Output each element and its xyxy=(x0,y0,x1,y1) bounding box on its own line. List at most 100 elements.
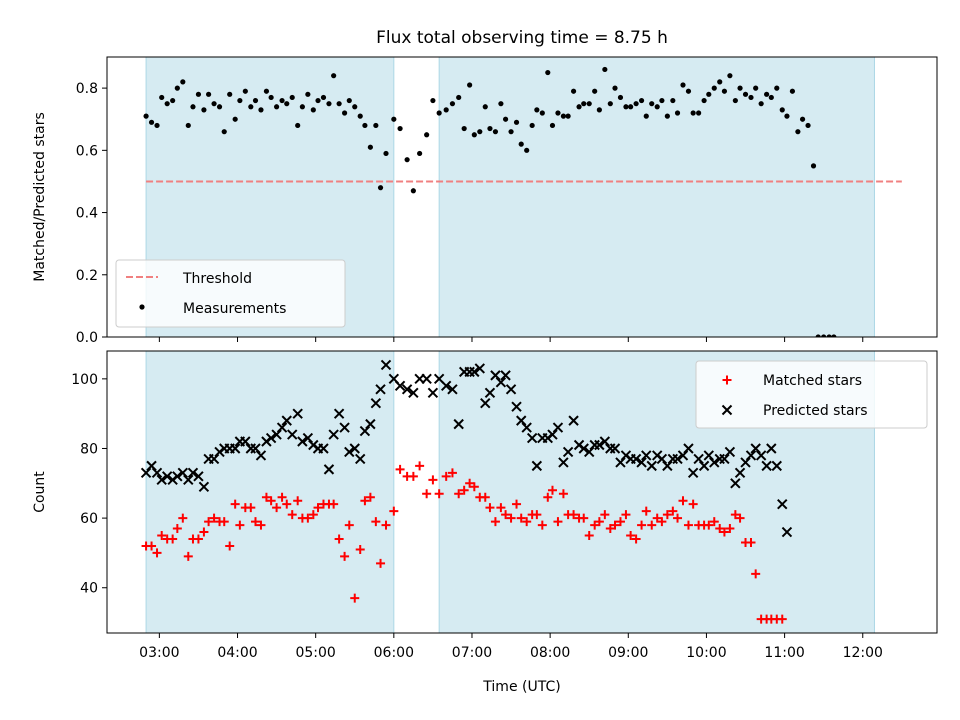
legend-box xyxy=(695,360,928,429)
predicted-stars-point xyxy=(693,453,704,465)
measurement-point xyxy=(602,66,608,73)
predicted-stars-point xyxy=(745,450,757,461)
predicted-stars-point xyxy=(740,457,751,468)
measurement-point xyxy=(320,94,327,101)
matched-stars-point xyxy=(600,510,610,520)
matched-stars-point xyxy=(678,496,688,506)
predicted-stars-point xyxy=(208,453,220,465)
matched-stars-point xyxy=(485,503,495,513)
measurement-point xyxy=(768,94,774,101)
matched-stars-point xyxy=(447,468,457,478)
predicted-stars-point xyxy=(683,443,694,454)
matched-stars-point xyxy=(735,513,745,523)
measurement-point xyxy=(717,79,723,85)
measurement-point xyxy=(346,97,352,104)
predicted-stars-point xyxy=(480,398,491,409)
measurement-point xyxy=(508,129,514,135)
matched-stars-point xyxy=(287,510,297,520)
series-predicted-stars xyxy=(140,359,793,538)
matched-stars-point xyxy=(441,471,451,481)
matched-stars-point xyxy=(673,513,683,523)
matched-stars-point xyxy=(365,492,375,502)
matched-stars-point xyxy=(590,520,600,530)
predicted-stars-point xyxy=(276,422,288,433)
matched-stars-point xyxy=(512,499,522,509)
measurement-point xyxy=(711,85,717,91)
predicted-stars-point xyxy=(183,474,194,486)
matched-stars-point xyxy=(293,496,303,506)
legend: Matched stars Predicted stars xyxy=(695,360,928,429)
predicted-stars-point xyxy=(511,401,522,412)
predicted-stars-point xyxy=(521,422,532,433)
matched-stars-point xyxy=(329,499,339,509)
predicted-stars-point xyxy=(328,429,339,440)
measurement-point xyxy=(195,91,202,97)
matched-stars-point xyxy=(715,524,725,534)
predicted-stars-point xyxy=(755,450,767,461)
measurement-point xyxy=(295,122,301,129)
predicted-stars-point xyxy=(578,443,589,454)
y-tick-label: 40 xyxy=(80,581,98,597)
predicted-stars-point xyxy=(777,498,788,510)
predicted-stars-point xyxy=(193,471,204,482)
measurement-point xyxy=(524,147,530,153)
measurement-point xyxy=(279,97,285,104)
matched-stars-point xyxy=(657,517,667,527)
matched-stars-point xyxy=(501,510,511,520)
matched-stars-point xyxy=(652,513,662,523)
y-tick-label: 0.0 xyxy=(76,330,98,346)
predicted-stars-point xyxy=(734,467,746,479)
y-axis-label: Count xyxy=(32,471,48,513)
measurement-point xyxy=(628,104,634,110)
measurement-point xyxy=(612,85,618,91)
matched-stars-point xyxy=(490,517,500,527)
measurement-point xyxy=(305,91,311,97)
matched-stars-point xyxy=(647,520,657,530)
measurement-point xyxy=(148,119,155,125)
measurement-point xyxy=(299,104,305,110)
measurement-point xyxy=(721,88,728,94)
measurement-point xyxy=(263,88,270,94)
predicted-stars-point xyxy=(421,373,432,385)
matched-stars-point xyxy=(340,551,350,561)
predicted-stars-point xyxy=(552,422,564,433)
y-tick-label: 60 xyxy=(80,511,98,527)
matched-stars-point xyxy=(719,527,729,537)
predicted-stars-point xyxy=(302,432,314,444)
data-marks xyxy=(140,359,793,624)
matched-stars-point xyxy=(193,534,203,544)
series-measurements xyxy=(143,66,837,337)
measurement-point xyxy=(821,334,827,337)
measurement-point xyxy=(326,101,332,107)
predicted-stars-point xyxy=(594,439,605,451)
matched-stars-point xyxy=(683,520,693,530)
y-tick-label: 0.2 xyxy=(76,268,98,284)
predicted-stars-point xyxy=(271,429,282,440)
predicted-stars-point xyxy=(229,443,241,454)
legend-predicted-swatch xyxy=(721,404,733,416)
predicted-stars-point xyxy=(146,460,157,472)
measurement-point xyxy=(258,107,264,113)
measurement-point xyxy=(696,110,702,116)
matched-stars-point xyxy=(422,489,432,499)
measurement-point xyxy=(154,122,160,129)
predicted-stars-point xyxy=(401,384,413,395)
predicted-stars-point xyxy=(151,467,163,479)
measurement-point xyxy=(643,113,649,119)
y-tick-label: 100 xyxy=(71,372,98,388)
predicted-stars-point xyxy=(531,460,543,472)
measurement-point xyxy=(617,94,624,101)
predicted-stars-point xyxy=(156,474,167,486)
legend-measurement-swatch xyxy=(139,304,145,310)
measurement-point xyxy=(449,101,456,107)
matched-stars-point xyxy=(272,503,282,513)
predicted-stars-point xyxy=(750,443,761,454)
matched-stars-point xyxy=(725,524,735,534)
y-tick-label: 0.4 xyxy=(76,206,98,222)
predicted-stars-point xyxy=(771,460,782,472)
observing-interval-0 xyxy=(145,350,395,634)
matched-stars-point xyxy=(246,503,256,513)
predicted-stars-point xyxy=(427,387,439,398)
measurement-point xyxy=(831,334,837,337)
measurement-point xyxy=(701,97,707,104)
